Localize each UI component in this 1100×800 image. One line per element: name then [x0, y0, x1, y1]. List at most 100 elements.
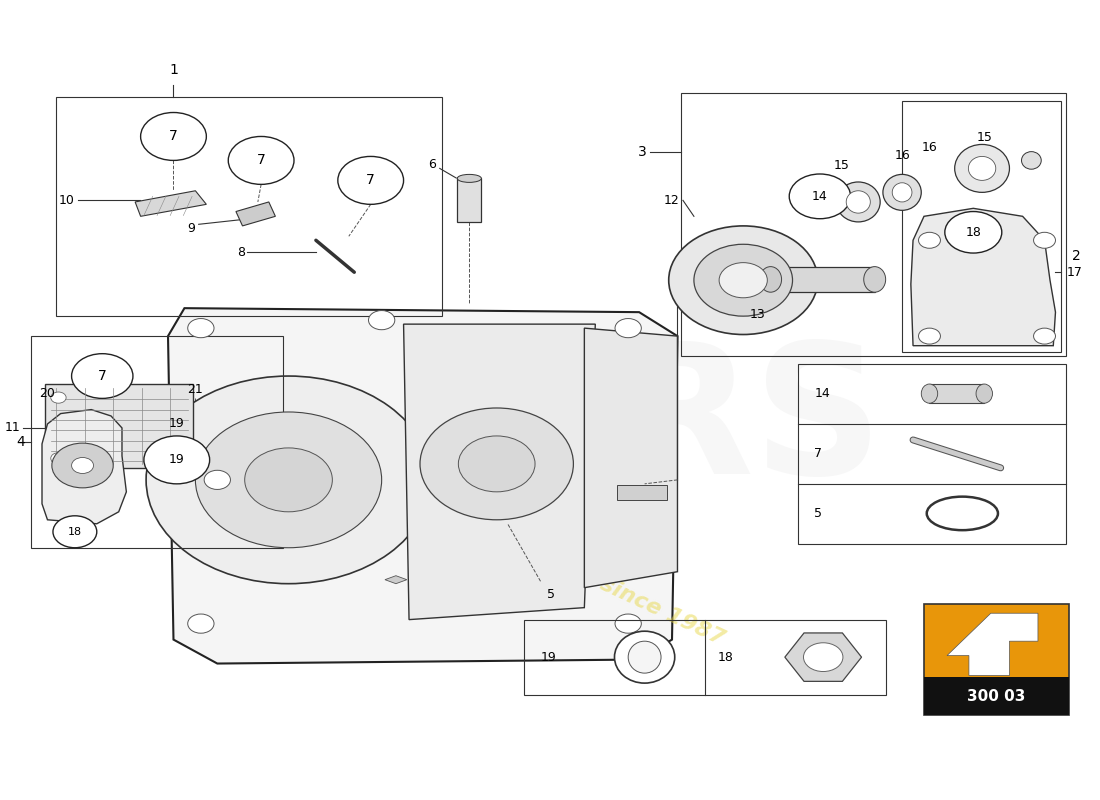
- Circle shape: [945, 211, 1002, 253]
- Text: 2: 2: [1071, 250, 1080, 263]
- Circle shape: [51, 453, 66, 464]
- Text: 19: 19: [540, 650, 557, 664]
- Ellipse shape: [846, 190, 870, 213]
- Ellipse shape: [836, 182, 880, 222]
- Ellipse shape: [926, 497, 998, 530]
- Text: 21: 21: [187, 383, 204, 396]
- Circle shape: [52, 443, 113, 488]
- Bar: [45, 384, 194, 468]
- Text: 5: 5: [814, 507, 823, 520]
- Bar: [798, 364, 1066, 544]
- Circle shape: [188, 614, 214, 633]
- Polygon shape: [168, 308, 678, 663]
- Circle shape: [918, 232, 940, 248]
- Circle shape: [694, 244, 792, 316]
- Circle shape: [669, 226, 817, 334]
- Text: 18: 18: [68, 526, 81, 537]
- Text: 7: 7: [366, 174, 375, 187]
- Circle shape: [1034, 232, 1056, 248]
- Polygon shape: [404, 324, 595, 620]
- Text: a passion for parts since 1987: a passion for parts since 1987: [376, 470, 727, 649]
- Text: 3: 3: [638, 146, 647, 159]
- Polygon shape: [785, 633, 861, 682]
- Bar: [524, 620, 886, 695]
- Polygon shape: [911, 208, 1056, 346]
- Bar: [902, 101, 1062, 352]
- Ellipse shape: [883, 174, 922, 210]
- Polygon shape: [385, 576, 407, 584]
- Text: 15: 15: [977, 131, 992, 145]
- Ellipse shape: [615, 631, 674, 683]
- Bar: [56, 97, 442, 316]
- Text: 18: 18: [718, 650, 734, 664]
- Polygon shape: [584, 328, 678, 588]
- Bar: [924, 677, 1068, 715]
- Circle shape: [72, 354, 133, 398]
- Polygon shape: [135, 190, 207, 216]
- Circle shape: [196, 412, 382, 548]
- Bar: [458, 178, 482, 222]
- Text: 1: 1: [169, 62, 178, 77]
- Text: 16: 16: [922, 141, 937, 154]
- Circle shape: [244, 448, 332, 512]
- Text: 300 03: 300 03: [967, 689, 1025, 704]
- Polygon shape: [42, 410, 127, 524]
- Ellipse shape: [628, 641, 661, 673]
- Text: 14: 14: [812, 190, 828, 203]
- Circle shape: [188, 318, 214, 338]
- Text: 5: 5: [548, 588, 556, 601]
- Text: 16: 16: [894, 149, 910, 162]
- Text: 10: 10: [59, 194, 75, 207]
- Circle shape: [141, 113, 207, 161]
- Circle shape: [615, 614, 641, 633]
- Text: 4: 4: [16, 435, 25, 450]
- Text: 6: 6: [429, 158, 437, 171]
- Text: 7: 7: [169, 130, 178, 143]
- Bar: [617, 486, 667, 500]
- Text: 20: 20: [40, 387, 55, 400]
- Text: 9: 9: [187, 222, 196, 234]
- Circle shape: [146, 376, 431, 584]
- Text: 8: 8: [236, 246, 244, 258]
- Ellipse shape: [458, 174, 482, 182]
- Ellipse shape: [864, 266, 886, 292]
- Bar: [930, 384, 984, 403]
- Polygon shape: [235, 202, 275, 226]
- Circle shape: [205, 470, 231, 490]
- Polygon shape: [947, 614, 1038, 675]
- Circle shape: [72, 458, 94, 474]
- Text: 19: 19: [169, 454, 185, 466]
- Text: 15: 15: [834, 159, 850, 172]
- Text: 17: 17: [1066, 266, 1082, 278]
- Ellipse shape: [968, 157, 996, 180]
- Circle shape: [803, 642, 843, 671]
- Text: RS: RS: [614, 336, 883, 512]
- Text: 18: 18: [966, 226, 981, 238]
- Circle shape: [338, 157, 404, 204]
- Circle shape: [789, 174, 850, 218]
- Text: 19: 19: [169, 418, 185, 430]
- Text: 13: 13: [749, 308, 766, 321]
- Circle shape: [615, 318, 641, 338]
- Ellipse shape: [892, 182, 912, 202]
- Circle shape: [51, 392, 66, 403]
- Circle shape: [1034, 328, 1056, 344]
- Bar: [681, 93, 1066, 356]
- Bar: [771, 266, 874, 292]
- Circle shape: [719, 262, 768, 298]
- Ellipse shape: [955, 145, 1010, 192]
- Bar: [31, 336, 283, 548]
- Text: 11: 11: [4, 422, 20, 434]
- Ellipse shape: [760, 266, 782, 292]
- Text: 7: 7: [98, 369, 107, 383]
- Ellipse shape: [1022, 152, 1042, 170]
- Circle shape: [918, 328, 940, 344]
- Ellipse shape: [922, 384, 937, 403]
- Circle shape: [459, 436, 535, 492]
- Ellipse shape: [976, 384, 992, 403]
- Circle shape: [368, 310, 395, 330]
- Circle shape: [229, 137, 294, 184]
- Text: 7: 7: [814, 447, 823, 460]
- Circle shape: [144, 436, 210, 484]
- Bar: [924, 604, 1068, 715]
